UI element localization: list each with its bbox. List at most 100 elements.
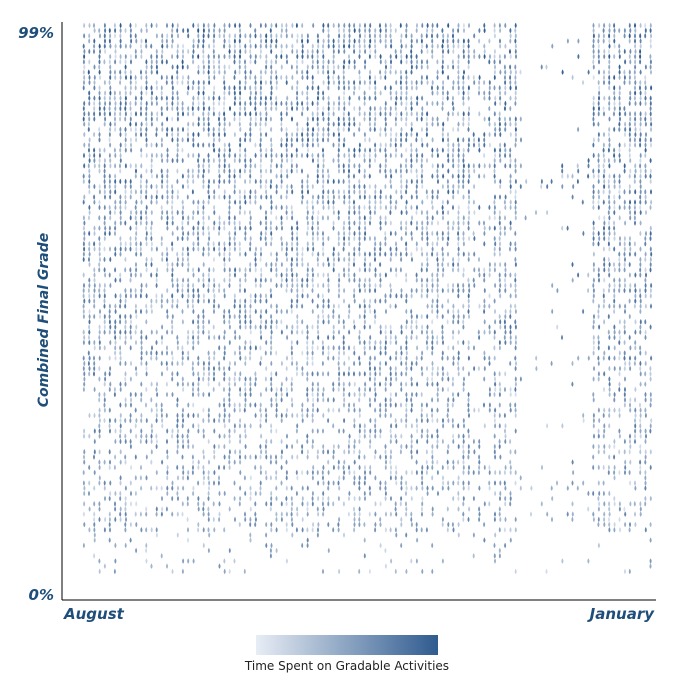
data-point-663 <box>135 433 138 439</box>
data-point-1491 <box>212 111 215 117</box>
data-point-2821 <box>327 303 330 309</box>
data-point-2700 <box>316 345 319 351</box>
data-point-1511 <box>212 287 215 294</box>
data-point-4501 <box>477 256 481 263</box>
data-point-3674 <box>399 402 403 408</box>
data-point-175 <box>93 521 96 528</box>
data-point-957 <box>166 189 169 195</box>
data-point-132 <box>93 95 96 101</box>
data-point-2360 <box>290 64 293 70</box>
data-point-1426 <box>207 157 210 164</box>
data-point-4574 <box>488 267 491 273</box>
data-point-486 <box>119 438 122 445</box>
data-point-4468 <box>473 183 476 190</box>
data-point-1974 <box>254 178 257 185</box>
data-point-3438 <box>379 412 382 419</box>
data-point-2303 <box>285 59 289 65</box>
data-point-1183 <box>186 178 189 185</box>
data-point-3849 <box>415 319 418 325</box>
data-point-2541 <box>306 142 309 148</box>
data-point-4196 <box>446 319 449 325</box>
data-point-2655 <box>317 38 320 44</box>
data-point-2006 <box>259 48 262 55</box>
data-point-3323 <box>369 417 372 424</box>
data-point-3495 <box>384 397 387 403</box>
data-point-3654 <box>399 189 403 195</box>
data-point-473 <box>119 334 122 341</box>
data-point-2194 <box>269 547 272 554</box>
data-point-170 <box>93 469 96 476</box>
data-point-483 <box>119 423 122 429</box>
data-point-3978 <box>426 428 429 434</box>
data-point-783 <box>145 527 148 533</box>
data-point-1458 <box>207 407 210 413</box>
data-point-857 <box>156 189 159 195</box>
data-point-4336 <box>462 27 466 34</box>
data-point-2205 <box>275 85 278 91</box>
data-point-1657 <box>228 64 231 70</box>
data-point-1521 <box>212 371 216 377</box>
data-point-467 <box>119 293 122 299</box>
data-point-12 <box>82 105 85 112</box>
data-point-210 <box>98 241 101 247</box>
data-point-1572 <box>218 402 221 408</box>
data-point-1795 <box>238 209 241 216</box>
data-point-800 <box>150 142 153 148</box>
data-point-4842 <box>514 121 517 127</box>
data-point-2047 <box>259 324 262 330</box>
data-point-2916 <box>337 189 340 195</box>
data-point-3740 <box>405 402 408 408</box>
data-point-3474 <box>384 204 388 211</box>
data-point-3358 <box>374 204 377 211</box>
data-point-419 <box>114 428 117 434</box>
data-point-3282 <box>368 95 371 101</box>
data-point-776 <box>145 417 148 424</box>
data-point-2668 <box>316 116 319 122</box>
data-point-4734 <box>504 147 507 153</box>
data-point-3521 <box>389 85 392 91</box>
data-point-4685 <box>498 241 502 247</box>
data-point-1374 <box>202 246 205 252</box>
data-point-1275 <box>191 469 194 476</box>
data-point-912 <box>160 215 163 221</box>
data-point-1496 <box>213 147 216 153</box>
data-point-1900 <box>249 74 252 81</box>
data-point-336 <box>109 209 112 216</box>
data-point-1132 <box>181 235 184 242</box>
data-point-1672 <box>228 209 231 216</box>
data-point-2786 <box>327 27 330 34</box>
data-point-1367 <box>202 199 205 205</box>
data-point-692 <box>139 183 142 190</box>
data-point-4581 <box>488 360 491 367</box>
data-point-3545 <box>389 282 392 289</box>
data-point-3054 <box>348 256 351 263</box>
data-point-1962 <box>254 79 257 86</box>
data-point-3385 <box>374 423 377 429</box>
data-point-2053 <box>259 391 262 398</box>
data-point-1384 <box>202 319 205 325</box>
data-point-551 <box>124 506 127 512</box>
data-point-3787 <box>410 287 413 294</box>
data-point-2411 <box>290 506 293 512</box>
data-point-1556 <box>218 194 221 200</box>
data-point-338 <box>108 225 111 231</box>
data-point-3451 <box>384 38 387 44</box>
data-point-3483 <box>384 298 387 304</box>
data-point-2880 <box>332 386 335 393</box>
data-point-4123 <box>441 147 444 153</box>
data-point-4799 <box>509 241 512 247</box>
data-point-1839 <box>244 74 247 81</box>
data-point-1807 <box>238 308 242 315</box>
data-point-4074 <box>436 251 439 257</box>
data-point-593 <box>129 293 132 299</box>
data-point-3106 <box>353 246 356 252</box>
data-point-924 <box>160 360 163 367</box>
data-point-1634 <box>223 371 226 377</box>
data-point-115 <box>88 371 91 377</box>
data-point-393 <box>114 183 117 190</box>
data-point-915 <box>161 251 164 257</box>
data-point-2323 <box>285 209 288 216</box>
data-point-2038 <box>260 267 263 273</box>
data-point-2273 <box>280 235 283 242</box>
data-point-1891 <box>243 568 246 575</box>
